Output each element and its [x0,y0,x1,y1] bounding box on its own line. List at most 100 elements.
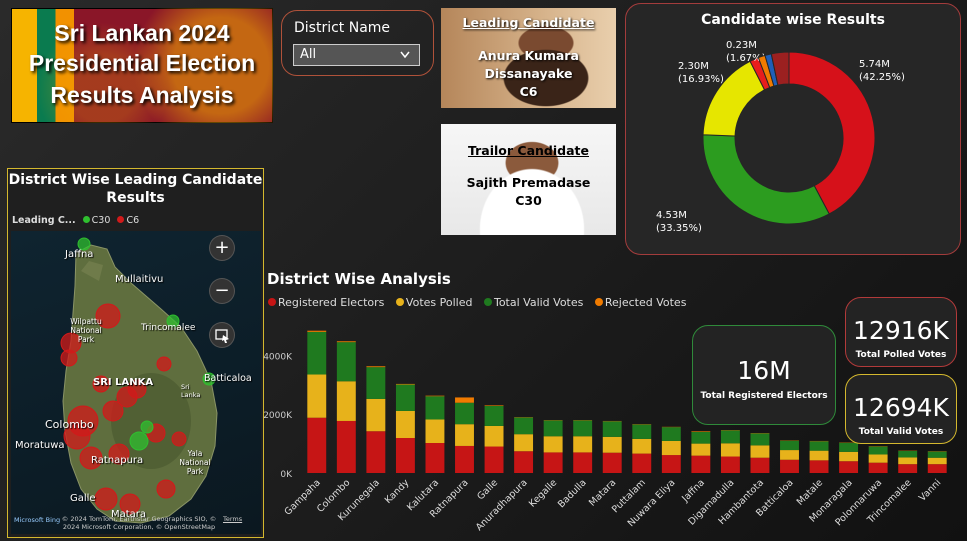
bar-0-7[interactable] [514,451,534,473]
bar-1-16[interactable] [780,450,799,460]
bar-2-10[interactable] [602,421,622,437]
bar-2-7[interactable] [514,417,534,435]
bar-1-2[interactable] [366,398,386,432]
bar-2-17[interactable] [809,441,829,451]
donut-slice-0[interactable] [788,51,876,215]
bar-1-14[interactable] [720,443,740,457]
legend-item-c30[interactable]: C30 [91,215,111,226]
district-dropdown[interactable]: All [293,44,420,66]
bar-1-9[interactable] [573,436,593,453]
map-bubble[interactable] [95,303,121,329]
bar-1-3[interactable] [395,410,415,439]
bar-2-18[interactable] [839,442,859,452]
bar-2-11[interactable] [632,424,652,439]
bar-2-5[interactable] [455,402,474,425]
donut-slice-6[interactable] [770,51,790,86]
zoom-in-icon[interactable]: + [210,236,234,260]
bar-1-5[interactable] [455,424,474,446]
map-bubble[interactable] [79,446,103,470]
map-bubble[interactable] [140,420,154,434]
bar-2-13[interactable] [691,431,711,444]
bar-0-5[interactable] [455,445,474,473]
bar-0-12[interactable] [661,455,681,473]
bar-3-0[interactable] [307,330,327,332]
map-bubble[interactable] [94,487,118,511]
bar-1-17[interactable] [809,450,829,461]
map-bubble[interactable] [171,431,187,447]
bar-2-21[interactable] [927,451,947,458]
zoom-out-icon[interactable]: − [210,279,234,303]
bar-2-2[interactable] [366,367,386,399]
bar-0-3[interactable] [395,438,415,473]
bar-1-15[interactable] [750,445,770,458]
map-bubble[interactable] [102,400,124,422]
map-bubble[interactable] [92,375,110,393]
bar-0-16[interactable] [780,459,799,473]
select-icon[interactable] [210,323,234,347]
bar-0-9[interactable] [573,452,593,473]
bar-2-14[interactable] [720,430,740,444]
bar-1-21[interactable] [927,457,947,465]
legend-registered-electors[interactable]: Registered Electors [266,296,384,309]
map-bubble[interactable] [77,237,91,251]
bar-1-20[interactable] [898,457,918,465]
bar-0-20[interactable] [898,464,918,473]
bar-3-3[interactable] [395,383,415,385]
bar-2-9[interactable] [573,420,593,437]
bar-0-15[interactable] [750,457,770,473]
legend-total-valid-votes[interactable]: Total Valid Votes [482,296,583,309]
bar-1-12[interactable] [661,440,681,456]
legend-votes-polled[interactable]: Votes Polled [394,296,472,309]
map-terms-link[interactable]: Terms [223,515,243,523]
map-bubble[interactable] [156,356,172,372]
bar-0-17[interactable] [809,460,829,473]
bar-1-18[interactable] [839,451,859,462]
bar-3-5[interactable] [455,397,474,403]
bar-2-15[interactable] [750,433,770,446]
legend-rejected-votes[interactable]: Rejected Votes [593,296,686,309]
bar-1-19[interactable] [868,454,888,463]
bar-2-6[interactable] [484,405,504,426]
bar-2-3[interactable] [395,384,415,411]
map-canvas[interactable]: Jaffna Mullaitivu Wilpattu National Park… [11,231,261,534]
bar-0-4[interactable] [425,443,445,473]
map-bubble[interactable] [202,372,216,386]
bar-0-0[interactable] [307,417,327,473]
bar-2-8[interactable] [543,420,563,437]
legend-item-c6[interactable]: C6 [126,215,140,226]
bar-1-10[interactable] [602,436,622,453]
bar-0-18[interactable] [839,461,859,473]
bar-0-19[interactable] [868,462,888,473]
donut-slice-1[interactable] [702,134,830,225]
bar-3-2[interactable] [366,366,386,368]
bar-1-8[interactable] [543,436,563,453]
map-bubble[interactable] [119,493,141,515]
map-bubble[interactable] [108,443,130,465]
bar-0-2[interactable] [366,431,386,473]
bar-1-7[interactable] [514,434,534,452]
bar-1-0[interactable] [307,374,327,418]
map-bubble[interactable] [156,479,176,499]
bar-3-6[interactable] [484,405,504,406]
bar-0-14[interactable] [720,456,740,473]
bar-0-11[interactable] [632,453,652,473]
bar-2-4[interactable] [425,396,445,420]
bar-2-20[interactable] [898,450,918,458]
bar-3-4[interactable] [425,395,445,397]
bar-2-0[interactable] [307,331,327,375]
bar-1-6[interactable] [484,425,504,447]
bar-0-10[interactable] [602,452,622,473]
bar-1-11[interactable] [632,438,652,454]
bar-3-1[interactable] [336,341,356,343]
bar-1-4[interactable] [425,419,445,444]
bar-2-12[interactable] [661,427,681,441]
bar-2-1[interactable] [336,342,356,382]
map-bubble[interactable] [60,349,78,367]
bar-1-1[interactable] [336,381,356,421]
map-bubble[interactable] [63,422,91,450]
map-bubble[interactable] [129,431,149,451]
bar-0-21[interactable] [927,464,947,473]
map-bubble[interactable] [166,314,180,328]
bar-0-6[interactable] [484,446,504,473]
map-bubble[interactable] [127,379,147,399]
